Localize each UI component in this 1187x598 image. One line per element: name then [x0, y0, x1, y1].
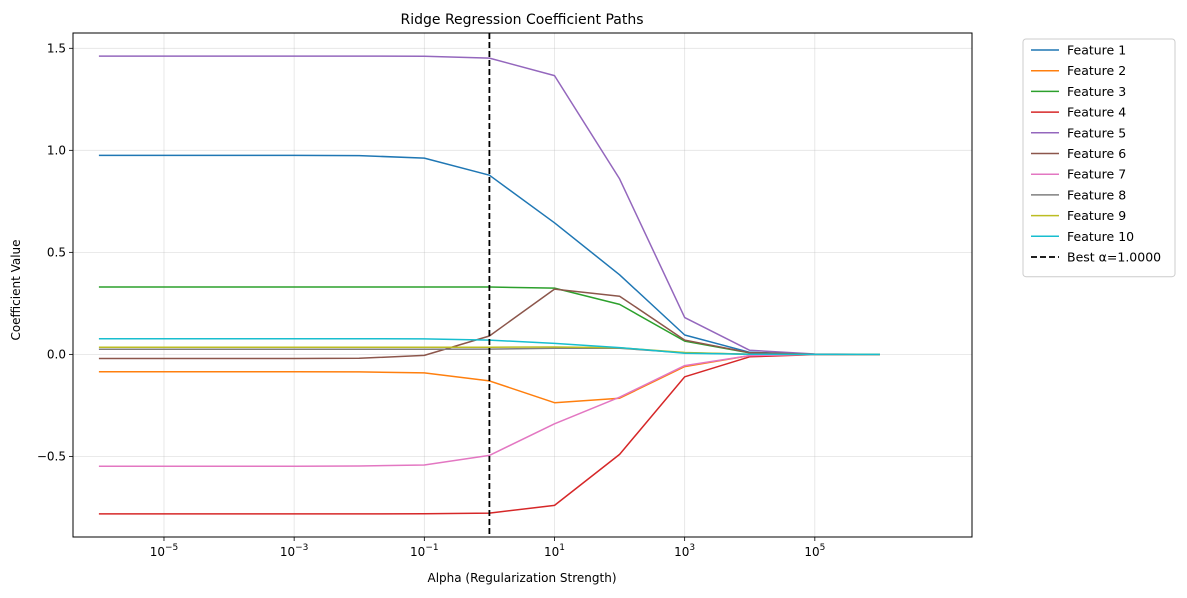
y-tick-label: 1.0 [47, 143, 66, 157]
legend-label: Feature 10 [1067, 229, 1134, 244]
axis-ticks-layer: 10−5 10−3 10−1 101 103 105 −0.5 0.0 0.5 1.0 1.5 [37, 41, 825, 559]
y-axis-label: Coefficient Value [9, 239, 23, 340]
y-tick-label: 0.0 [47, 347, 66, 361]
y-tick-label: −0.5 [37, 449, 66, 463]
legend-label: Feature 5 [1067, 125, 1126, 140]
x-tick-label: 103 [674, 543, 695, 559]
legend-label: Best α=1.0000 [1067, 250, 1161, 265]
x-tick-label: 10−5 [150, 543, 179, 559]
plot-frame [72, 32, 973, 538]
legend-label: Feature 8 [1067, 187, 1126, 202]
grid-layer [73, 33, 972, 537]
legend-label: Feature 6 [1067, 146, 1126, 161]
x-tick-label: 10−1 [410, 543, 439, 559]
x-tick-label: 10−3 [280, 543, 309, 559]
legend-box [1022, 38, 1176, 278]
legend: Feature 1 Feature 2 Feature 3 Feature 4 Feat… [1022, 38, 1176, 278]
y-tick-label: 1.5 [47, 41, 66, 55]
series-line-feature-7 [98, 353, 880, 467]
legend-label: Feature 3 [1067, 84, 1126, 99]
series-line-feature-5 [98, 55, 880, 356]
x-axis-label: Alpha (Regularization Strength) [427, 571, 616, 585]
y-tick-label: 0.5 [47, 245, 66, 259]
x-tick-label: 101 [544, 543, 565, 559]
legend-label: Feature 2 [1067, 63, 1126, 78]
chart-title: Ridge Regression Coefficient Paths [400, 12, 643, 28]
x-tick-label: 105 [804, 543, 825, 559]
legend-label: Feature 9 [1067, 208, 1126, 223]
legend-label: Feature 7 [1067, 167, 1126, 182]
legend-label: Feature 1 [1067, 43, 1126, 58]
legend-label: Feature 4 [1067, 105, 1126, 120]
